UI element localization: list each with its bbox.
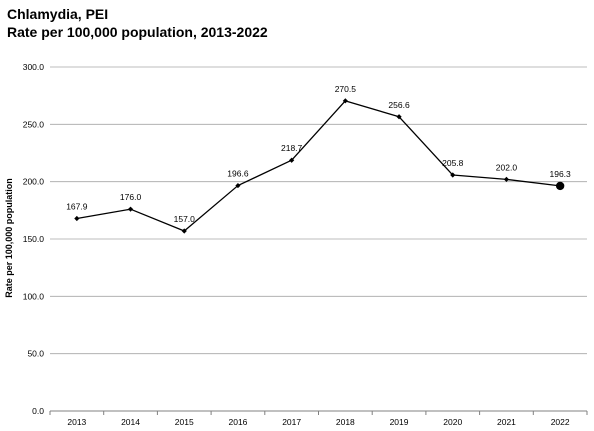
x-tick-label: 2017 [282, 417, 301, 427]
data-label: 205.8 [442, 158, 464, 168]
data-point-marker [450, 172, 456, 178]
x-tick-label: 2016 [228, 417, 247, 427]
data-point-marker [503, 176, 510, 182]
data-point-marker [396, 114, 402, 120]
y-axis-title: Rate per 100,000 population [4, 178, 14, 298]
gridlines [50, 66, 587, 355]
x-tick-label: 2021 [497, 417, 516, 427]
data-label: 202.0 [496, 162, 518, 172]
y-tick-label: 0.0 [32, 406, 44, 416]
y-tick-label: 200.0 [23, 177, 45, 187]
y-tick-label: 250.0 [23, 119, 45, 129]
x-tick-label: 2018 [336, 417, 355, 427]
data-label: 157.0 [174, 214, 196, 224]
data-point-marker [74, 215, 80, 222]
y-tick-label: 100.0 [23, 291, 45, 301]
chart-subtitle: Rate per 100,000 population, 2013-2022 [7, 24, 268, 40]
axes: 0.0 50.0 100.0 150.0 200.0 250.0 300.0 2013 2014… [23, 62, 588, 427]
x-tick-label: 2013 [67, 417, 86, 427]
data-point-marker [127, 206, 134, 212]
data-point-marker [235, 182, 241, 189]
x-tick-label: 2020 [443, 417, 462, 427]
data-label: 270.5 [335, 84, 357, 94]
data-label: 196.6 [227, 169, 249, 179]
data-label: 167.9 [66, 201, 88, 211]
data-label: 218.7 [281, 143, 303, 153]
y-tick-label: 300.0 [23, 62, 45, 72]
data-point-marker [555, 181, 565, 191]
x-tick-label: 2015 [175, 417, 194, 427]
x-tick-label: 2022 [551, 417, 570, 427]
y-tick-label: 150.0 [23, 234, 45, 244]
data-labels: 167.9 176.0 157.0 196.6 218.7 270.5 256.6 205.8… [66, 84, 571, 224]
series-line [76, 100, 561, 232]
data-point-marker [342, 98, 348, 104]
x-tick-label: 2019 [390, 417, 409, 427]
data-label: 176.0 [120, 192, 142, 202]
x-tick-label: 2014 [121, 417, 140, 427]
data-point-marker [289, 157, 295, 163]
data-point-marker [181, 228, 187, 234]
data-label: 256.6 [388, 100, 410, 110]
y-tick-label: 50.0 [27, 349, 44, 359]
data-label: 196.3 [550, 169, 572, 179]
chart-title: Chlamydia, PEI [7, 6, 109, 22]
data-series [74, 98, 565, 234]
